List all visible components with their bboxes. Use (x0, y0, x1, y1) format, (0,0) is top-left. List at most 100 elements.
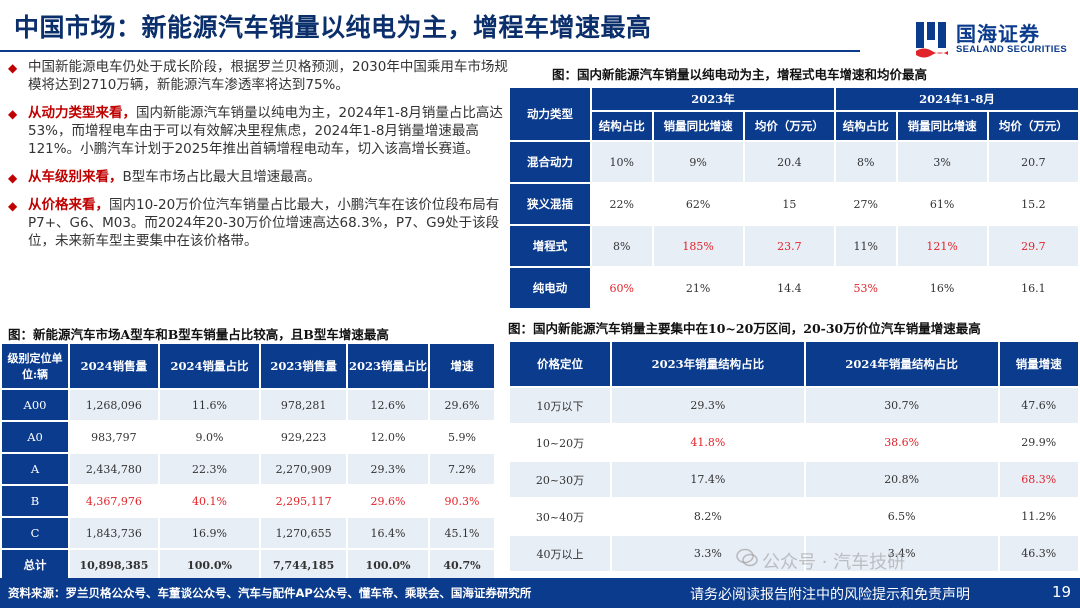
table-cell: 14.4 (744, 268, 834, 308)
row-label: A (2, 454, 68, 484)
vehicle-class-table: 级别定位单位:辆 2024销售量 2024销量占比 2023销售量 2023销量… (0, 342, 496, 582)
table-cell: 3% (897, 142, 987, 182)
table-cell: 16.4% (348, 518, 428, 548)
table-row: B 4,367,976 40.1% 2,295,117 29.6% 90.3% (2, 486, 494, 516)
table-cell: 45.1% (430, 518, 494, 548)
table-cell: 2,434,780 (70, 454, 158, 484)
bullet-text: 中国新能源电车仍处于成长阶段，根据罗兰贝格预测，2030年中国乘用车市场规模将达… (28, 59, 508, 93)
diamond-bullet-icon: ◆ (8, 199, 18, 213)
table-cell: 16% (897, 268, 987, 308)
row-label: 40万以上 (510, 536, 610, 571)
row-label: 总计 (2, 550, 68, 580)
bullet-lead: 从动力类型来看， (28, 105, 136, 121)
price-table-header: 价格定位 (510, 342, 610, 386)
footer-disclaimer: 请务必阅读报告附注中的风险提示和免责声明 (690, 587, 970, 603)
table-cell: 1,268,096 (70, 390, 158, 420)
bullet-text: B型车市场占比最大且增速最高。 (122, 169, 321, 185)
class-table-header: 2023销量占比 (348, 344, 428, 388)
table-cell: 20.8% (805, 462, 998, 497)
price-band-table: 价格定位 2023年销量结构占比 2024年销量结构占比 销量增速 10万以下 2… (508, 340, 1080, 573)
table-cell: 12.6% (348, 390, 428, 420)
table-row: 30~40万 8.2% 6.5% 11.2% (510, 499, 1078, 534)
table-cell: 20.7 (988, 142, 1078, 182)
power-table-corner: 动力类型 (510, 88, 590, 140)
row-label: 20~30万 (510, 462, 610, 497)
class-table-caption: 图：新能源汽车市场A型车和B型车销量占比较高，且B型车增速最高 (8, 327, 389, 342)
class-table-header: 级别定位单位:辆 (2, 344, 68, 388)
table-cell: 6.5% (805, 499, 998, 534)
row-label: 10~20万 (510, 425, 610, 460)
table-cell: 29.3% (348, 454, 428, 484)
table-row: 40万以上 3.3% 3.4% 46.3% (510, 536, 1078, 571)
table-cell: 9% (653, 142, 743, 182)
bullet-item: ◆ 从车级别来看，B型车市场占比最大且增速最高。 (8, 168, 508, 186)
table-cell: 11.6% (159, 390, 260, 420)
table-cell: 100.0% (159, 550, 260, 580)
table-row: 狭义混插 22% 62% 15 27% 61% 15.2 (510, 184, 1078, 224)
footer-source: 资料来源：罗兰贝格公众号、车董谈公众号、汽车与配件AP公众号、懂车帝、乘联会、国… (8, 586, 532, 600)
row-label: 狭义混插 (510, 184, 590, 224)
table-cell: 16.9% (159, 518, 260, 548)
table-cell: 53% (836, 268, 896, 308)
table-cell: 15 (744, 184, 834, 224)
power-table-body: 混合动力 10% 9% 20.4 8% 3% 20.7 狭义混插 22% 62% 15 27% 61% 1… (510, 142, 1078, 308)
table-cell: 29.6% (370, 494, 406, 508)
table-row: 增程式 8% 185% 23.7 11% 121% 29.7 (510, 226, 1078, 266)
class-table-body: A00 1,268,096 11.6% 978,281 12.6% 29.6% A0 983,… (2, 390, 494, 580)
table-cell: 10% (592, 142, 652, 182)
bullet-lead: 从车级别来看， (28, 169, 123, 185)
table-row: C 1,843,736 16.9% 1,270,655 16.4% 45.1% (2, 518, 494, 548)
sealand-logo-icon (916, 22, 948, 58)
power-table-subheader: 销量同比增速 (653, 112, 743, 140)
bullet-text: 国内10-20万价位汽车销量占比最大，小鹏汽车在该价位段布局有P7+、G6、M0… (28, 197, 500, 249)
row-label: A00 (2, 390, 68, 420)
table-row: A0 983,797 9.0% 929,223 12.0% 5.9% (2, 422, 494, 452)
table-cell: 100.0% (348, 550, 428, 580)
power-table-group-2024: 2024年1-8月 (836, 88, 1078, 110)
bullet-list: ◆ 中国新能源电车仍处于成长阶段，根据罗兰贝格预测，2030年中国乘用车市场规模… (8, 58, 508, 260)
price-table-body: 10万以下 29.3% 30.7% 47.6% 10~20万 41.8% 38.6% 29.9… (510, 388, 1078, 571)
page-number: 19 (1052, 583, 1072, 601)
table-cell: 15.2 (988, 184, 1078, 224)
table-cell: 4,367,976 (85, 494, 142, 508)
table-cell: 40.7% (430, 550, 494, 580)
table-row: 20~30万 17.4% 20.8% 68.3% (510, 462, 1078, 497)
table-row: 纯电动 60% 21% 14.4 53% 16% 16.1 (510, 268, 1078, 308)
table-cell: 47.6% (999, 388, 1078, 423)
row-label: 纯电动 (510, 268, 590, 308)
page-title: 中国市场：新能源汽车销量以纯电为主，增程车增速最高 (14, 13, 652, 42)
table-cell: 22.3% (159, 454, 260, 484)
table-cell: 21% (653, 268, 743, 308)
power-table-subheader: 均价（万元） (988, 112, 1078, 140)
power-table-subheader: 销量同比增速 (897, 112, 987, 140)
class-table-header: 增速 (430, 344, 494, 388)
row-label: B (2, 486, 68, 516)
table-cell: 7.2% (430, 454, 494, 484)
table-cell: 2,295,117 (275, 494, 332, 508)
bullet-item: ◆ 从价格来看，国内10-20万价位汽车销量占比最大，小鹏汽车在该价位段布局有P… (8, 196, 508, 250)
power-table-subheader: 均价（万元） (744, 112, 834, 140)
row-label: C (2, 518, 68, 548)
table-cell: 46.3% (999, 536, 1078, 571)
price-table-header: 2024年销量结构占比 (805, 342, 998, 386)
table-cell: 16.1 (988, 268, 1078, 308)
table-cell: 10,898,385 (70, 550, 158, 580)
table-cell: 5.9% (448, 430, 476, 444)
table-cell: 40.1% (192, 494, 227, 508)
table-cell: 9.0% (195, 430, 224, 444)
footer-bar: 资料来源：罗兰贝格公众号、车董谈公众号、汽车与配件AP公众号、懂车帝、乘联会、国… (0, 578, 1080, 608)
table-cell: 983,797 (91, 430, 137, 444)
bullet-lead: 从价格来看， (28, 197, 109, 213)
logo-text-en: SEALAND SECURITIES (956, 44, 1067, 55)
power-table-group-2023: 2023年 (592, 88, 834, 110)
table-cell: 11.2% (999, 499, 1078, 534)
sealand-logo: 国海证券 SEALAND SECURITIES (914, 16, 1067, 60)
table-cell: 929,223 (280, 430, 327, 444)
table-cell: 22% (592, 184, 652, 224)
table-cell: 8% (836, 142, 896, 182)
table-cell: 3.3% (612, 536, 804, 571)
table-cell: 68.3% (999, 462, 1078, 497)
table-cell: 29.6% (430, 390, 494, 420)
table-cell: 41.8% (612, 425, 804, 460)
table-row: A00 1,268,096 11.6% 978,281 12.6% 29.6% (2, 390, 494, 420)
